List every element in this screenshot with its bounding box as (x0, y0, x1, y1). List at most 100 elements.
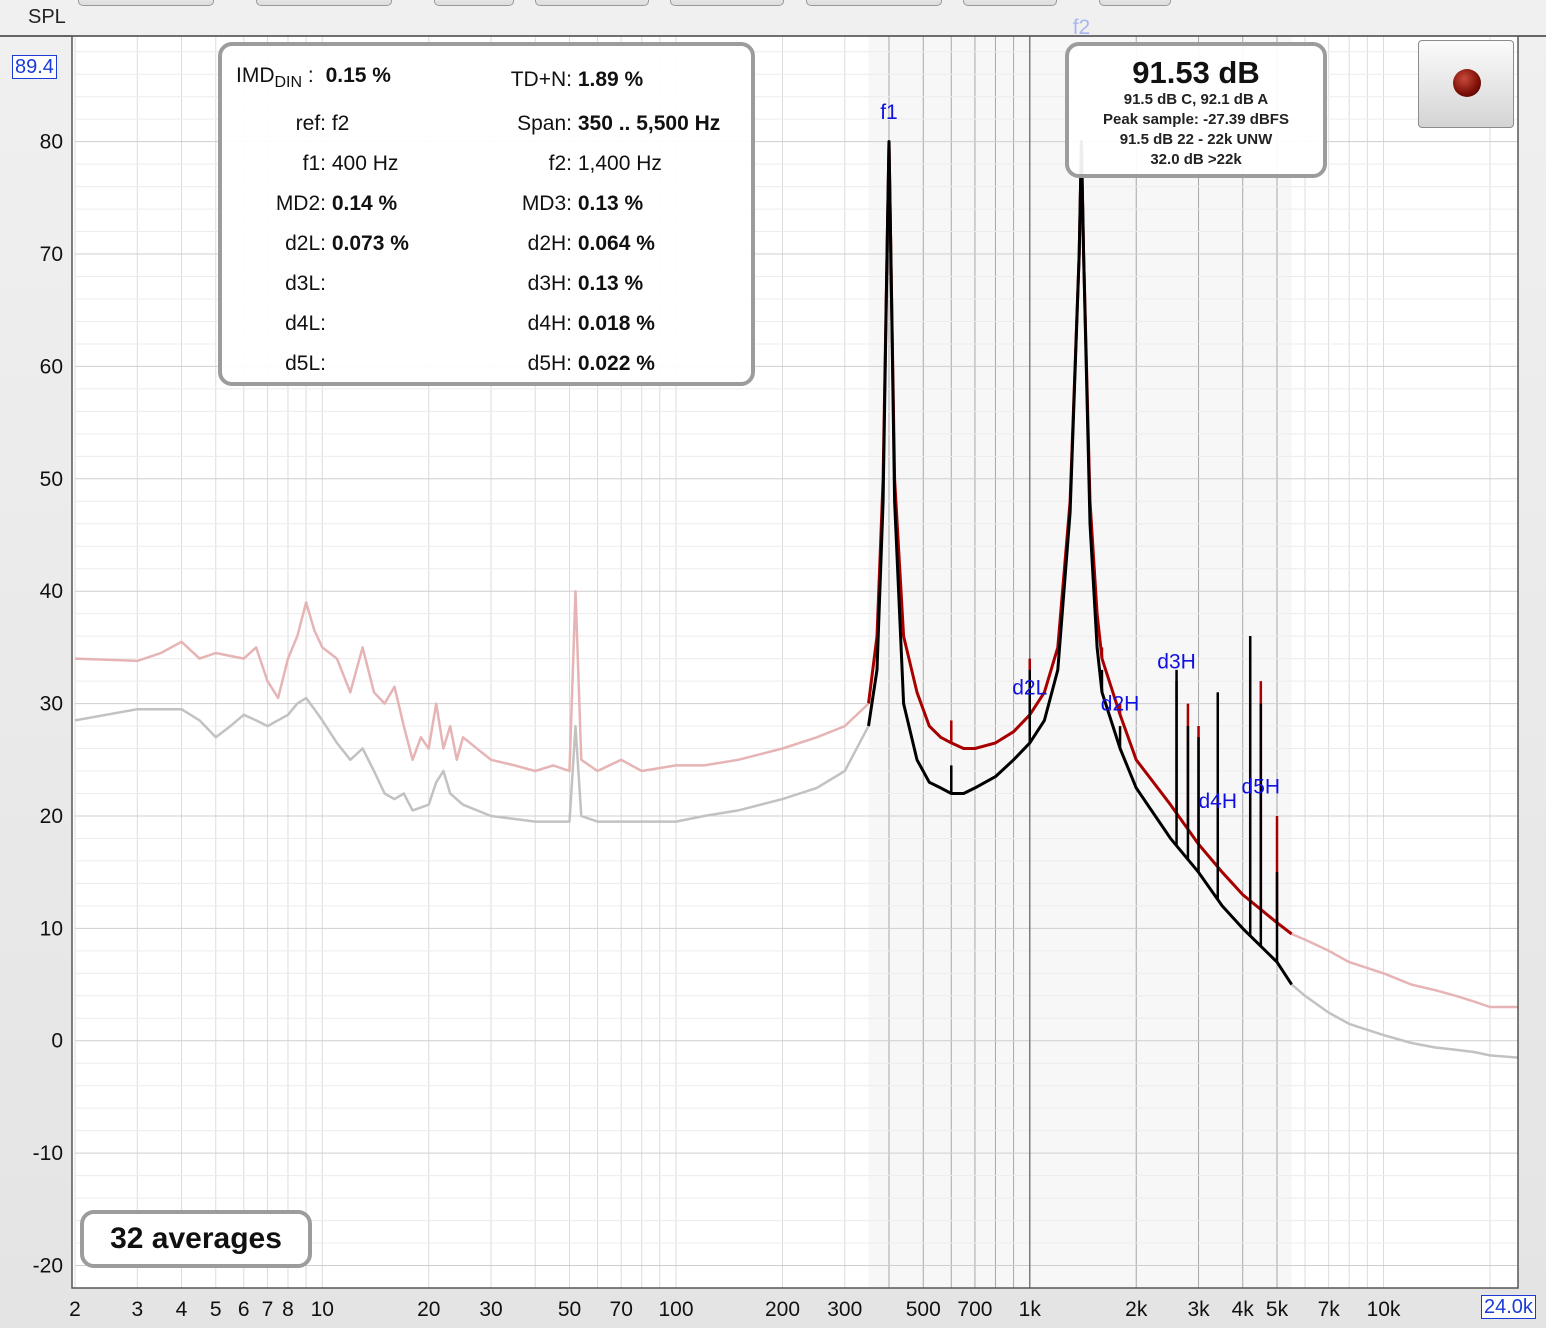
d4h-row: d4H: 0.018 % (472, 312, 655, 336)
d4h-label: d4H: (527, 312, 572, 335)
x-tick-label: 50 (558, 1298, 581, 1321)
series-line-5 (1290, 983, 1519, 1059)
toolbar-button[interactable] (1099, 0, 1171, 6)
x-tick-label: 500 (906, 1298, 941, 1321)
span-label: Span: (517, 112, 572, 135)
marker-label-d5H: d5H (1242, 775, 1281, 798)
top-value-box[interactable]: 89.4 (12, 55, 57, 79)
f1-value: 400 Hz (331, 152, 399, 175)
record-icon (1453, 69, 1481, 97)
x-tick-label: 200 (765, 1298, 800, 1321)
f2-value: 1,400 Hz (577, 152, 662, 175)
right-value-box[interactable]: 24.0k (1481, 1295, 1536, 1319)
d3h-label: d3H: (527, 272, 572, 295)
plot-frame (71, 35, 1519, 1289)
ref-label: ref: (295, 112, 326, 135)
x-tick-label: 3k (1187, 1298, 1210, 1321)
d2l-value: 0.073 % (331, 232, 409, 255)
marker-label-d4H: d4H (1198, 790, 1237, 813)
d4l-row: d4L: (226, 312, 326, 336)
level-weighted: 91.5 dB C, 92.1 dB A (1123, 91, 1269, 108)
y-tick-label: 30 (40, 693, 63, 716)
y-tick-label: -20 (33, 1255, 63, 1278)
tdn-row: TD+N: 1.89 % (472, 68, 644, 92)
marker-label-f2: f2 (1073, 16, 1091, 39)
x-axis-ticks: 2 3 4 5 6 7 8 10 20 30 50 70 100 200 300 500 700 1k 2k 3k 4k… (69, 1298, 1401, 1321)
y-axis-ticks: 80 70 60 50 40 30 20 10 0 -10 -20 (33, 131, 63, 1278)
y-tick-label: 50 (40, 468, 63, 491)
x-tick-label: 30 (479, 1298, 502, 1321)
imd-results-panel: IMDDIN : 0.15 % TD+N: 1.89 % ref: f2 Spa… (218, 42, 755, 386)
d2l-label: d2L: (285, 232, 326, 255)
series-line-1 (867, 140, 1293, 986)
series-line-3 (74, 696, 870, 823)
toolbar-button[interactable] (256, 0, 392, 6)
d5l-row: d5L: (226, 352, 326, 376)
md2-row: MD2: 0.14 % (226, 192, 397, 216)
md2-label: MD2: (275, 192, 326, 215)
x-tick-label: 7k (1318, 1298, 1341, 1321)
toolbar-button[interactable] (963, 0, 1057, 6)
imd-din-suffix: : (302, 64, 314, 87)
tdn-value: 1.89 % (577, 68, 644, 91)
md3-label: MD3: (521, 192, 572, 215)
y-tick-label: 80 (40, 131, 63, 154)
series-group (74, 140, 1519, 1059)
record-button[interactable] (1418, 40, 1514, 128)
y-tick-label: 70 (40, 243, 63, 266)
marker-label-f1: f1 (880, 101, 898, 124)
x-tick-label: 5k (1266, 1298, 1289, 1321)
span-row: Span: 350 .. 5,500 Hz (472, 112, 720, 136)
x-tick-label: 70 (610, 1298, 633, 1321)
toolbar-button[interactable] (78, 0, 214, 6)
x-tick-label: 300 (827, 1298, 862, 1321)
f2-label: f2: (548, 152, 572, 175)
x-tick-label: 10k (1367, 1298, 1401, 1321)
d4h-value: 0.018 % (577, 312, 655, 335)
level-main-value: 91.53 dB (1132, 55, 1260, 90)
md2-value: 0.14 % (331, 192, 398, 215)
d3l-row: d3L: (226, 272, 326, 296)
y-tick-label: -10 (33, 1142, 63, 1165)
d3h-value: 0.13 % (577, 272, 644, 295)
d5h-label: d5H: (527, 352, 572, 375)
d2l-row: d2L: 0.073 % (226, 232, 409, 256)
imd-din-label: IMD (236, 64, 275, 87)
x-tick-label: 1k (1019, 1298, 1042, 1321)
toolbar-button[interactable] (806, 0, 942, 6)
ref-row: ref: f2 (226, 112, 350, 136)
ref-value: f2 (331, 112, 350, 135)
x-tick-label: 20 (417, 1298, 440, 1321)
x-tick-label: 3 (131, 1298, 143, 1321)
tdn-label: TD+N: (510, 68, 572, 91)
x-tick-label: 4k (1232, 1298, 1255, 1321)
x-tick-label: 5 (210, 1298, 222, 1321)
f1-row: f1: 400 Hz (226, 152, 399, 176)
x-tick-label: 4 (176, 1298, 188, 1321)
md3-row: MD3: 0.13 % (472, 192, 643, 216)
toolbar-button[interactable] (434, 0, 514, 6)
d2h-value: 0.064 % (577, 232, 655, 255)
toolbar-button[interactable] (670, 0, 784, 6)
f2-row: f2: 1,400 Hz (472, 152, 662, 176)
level-above-22k: 32.0 dB >22k (1150, 151, 1242, 168)
series-line-2 (74, 589, 870, 773)
d5h-row: d5H: 0.022 % (472, 352, 655, 376)
d3h-row: d3H: 0.13 % (472, 272, 644, 296)
x-tick-label: 100 (658, 1298, 693, 1321)
y-tick-label: 60 (40, 355, 63, 378)
x-tick-label: 10 (311, 1298, 334, 1321)
marker-label-d2L: d2L (1012, 677, 1047, 700)
level-panel: 91.53 dB 91.5 dB C, 92.1 dB A Peak sampl… (1065, 42, 1327, 178)
imd-din-subscript: DIN (274, 74, 303, 92)
d2h-row: d2H: 0.064 % (472, 232, 655, 256)
marker-label-d2H: d2H (1101, 692, 1140, 715)
y-tick-label: 40 (40, 580, 63, 603)
d3l-label: d3L: (285, 272, 326, 295)
toolbar-button[interactable] (535, 0, 649, 6)
d4l-label: d4L: (285, 312, 326, 335)
md3-value: 0.13 % (577, 192, 644, 215)
span-value: 350 .. 5,500 Hz (577, 112, 721, 135)
